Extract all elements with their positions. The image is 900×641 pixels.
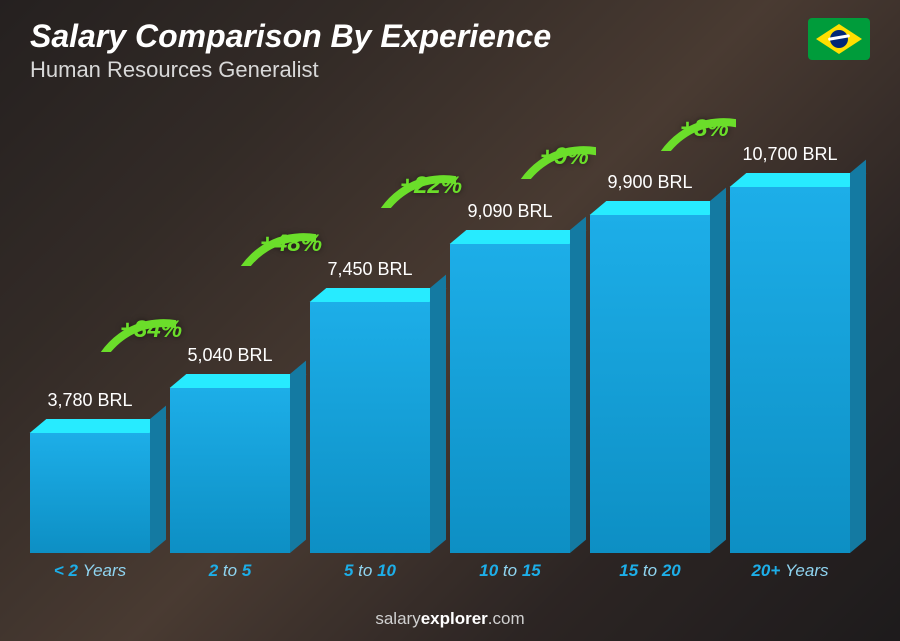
source-attribution: salaryexplorer.com (0, 609, 900, 629)
percent-increase-badge: +22% (400, 172, 462, 200)
bar-value-label: 10,700 BRL (742, 144, 837, 165)
country-flag-brazil (808, 18, 870, 60)
bar-column: 3,780 BRL (30, 390, 150, 553)
x-axis-label: 15 to 20 (590, 561, 710, 581)
x-axis-label: < 2 Years (30, 561, 150, 581)
bar-column: 5,040 BRL (170, 345, 290, 553)
percent-increase-badge: +9% (540, 143, 589, 171)
bar-value-label: 7,450 BRL (327, 259, 412, 280)
x-axis-label: 5 to 10 (310, 561, 430, 581)
bar-value-label: 9,090 BRL (467, 201, 552, 222)
x-axis-label: 10 to 15 (450, 561, 570, 581)
percent-increase-badge: +8% (680, 115, 729, 143)
bar-value-label: 9,900 BRL (607, 172, 692, 193)
bar-column: 9,900 BRL (590, 172, 710, 553)
bar-column: 7,450 BRL (310, 259, 430, 553)
chart-title: Salary Comparison By Experience (30, 18, 870, 55)
percent-increase-badge: +48% (260, 230, 322, 258)
x-axis-label: 20+ Years (730, 561, 850, 581)
bar-column: 10,700 BRL (730, 144, 850, 553)
bar-value-label: 5,040 BRL (187, 345, 272, 366)
percent-increase-badge: +34% (120, 316, 182, 344)
bar-column: 9,090 BRL (450, 201, 570, 553)
bar-value-label: 3,780 BRL (47, 390, 132, 411)
chart-subtitle: Human Resources Generalist (30, 57, 870, 83)
x-axis-label: 2 to 5 (170, 561, 290, 581)
bar-chart: 3,780 BRL 5,040 BRL 7,450 BRL 9,090 BRL 9,90… (30, 101, 850, 581)
